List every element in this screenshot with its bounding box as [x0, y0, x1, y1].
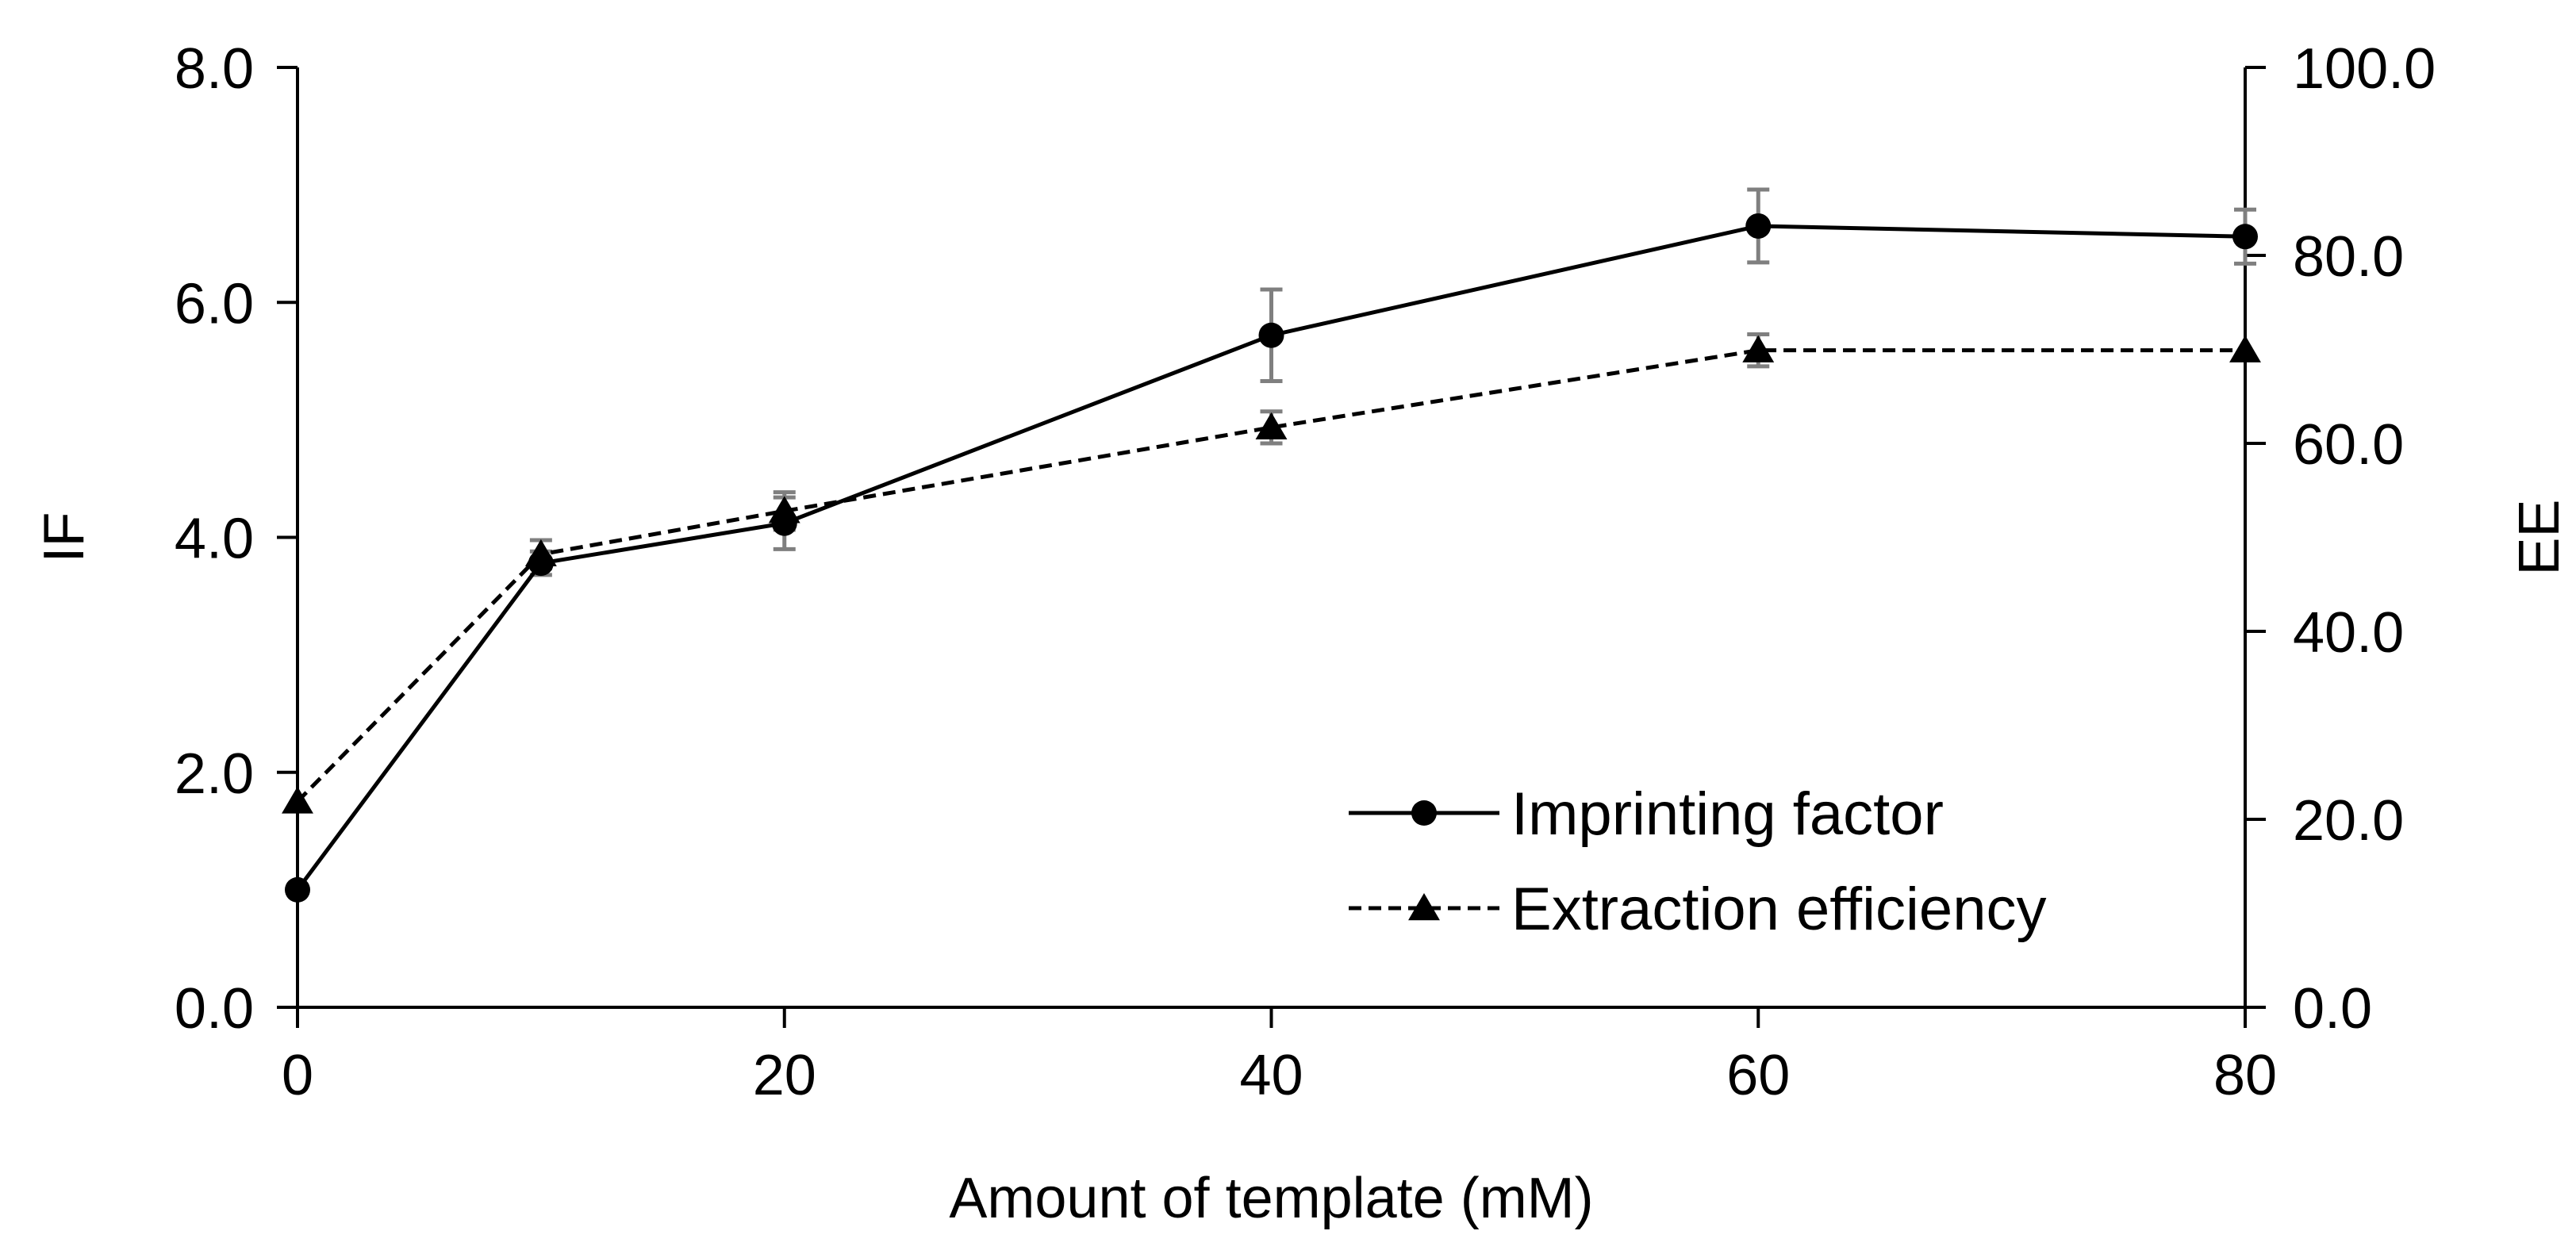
- data-point-circle: [2232, 224, 2258, 250]
- axes-layer: 0 20 40 60 80 0.0 2.0 4.0 6.0 8.0 0.0 20.0 40.0 60.0 8…: [175, 37, 2436, 1107]
- x-tick-label: 60: [1726, 1044, 1790, 1107]
- data-point-triangle: [524, 539, 557, 567]
- x-tick-label: 0: [282, 1044, 313, 1107]
- data-point-triangle: [768, 496, 800, 523]
- y-left-tick-label: 0.0: [175, 977, 254, 1041]
- data-point-triangle: [1255, 412, 1288, 440]
- series-layer: [282, 213, 2261, 903]
- y-right-tick-label: 60.0: [2293, 413, 2404, 477]
- y-right-tick-label: 0.0: [2293, 977, 2372, 1041]
- y-right-tick-label: 100.0: [2293, 37, 2436, 101]
- legend-marker-circle: [1411, 800, 1437, 826]
- y-axis-right-title: EE: [2508, 499, 2571, 575]
- data-point-circle: [1258, 322, 1284, 348]
- y-right-tick-label: 40.0: [2293, 601, 2404, 665]
- y-left-tick-label: 2.0: [175, 742, 254, 806]
- legend-label-extraction-efficiency: Extraction efficiency: [1511, 876, 2046, 943]
- y-right-tick-label: 20.0: [2293, 789, 2404, 853]
- legend: Imprinting factor Extraction efficiency: [1349, 780, 2046, 943]
- data-point-triangle: [282, 786, 313, 814]
- legend-label-imprinting-factor: Imprinting factor: [1511, 780, 1944, 848]
- legend-marker-triangle: [1408, 893, 1440, 921]
- x-axis-title: Amount of template (mM): [949, 1167, 1593, 1230]
- x-tick-label: 40: [1239, 1044, 1303, 1107]
- series-line-extraction-efficiency: [296, 348, 2245, 803]
- y-left-tick-label: 4.0: [175, 508, 254, 571]
- y-left-tick-label: 8.0: [175, 37, 254, 101]
- y-right-tick-label: 80.0: [2293, 225, 2404, 289]
- data-point-circle: [1745, 213, 1772, 239]
- data-point-circle: [285, 876, 310, 903]
- x-tick-label: 20: [753, 1044, 816, 1107]
- y-left-tick-label: 6.0: [175, 272, 254, 336]
- x-tick-label: 80: [2213, 1044, 2277, 1107]
- series-line-imprinting-factor: [295, 224, 2246, 891]
- data-point-triangle: [2229, 335, 2261, 362]
- y-axis-left-title: IF: [33, 512, 96, 563]
- data-point-triangle: [1742, 335, 1775, 362]
